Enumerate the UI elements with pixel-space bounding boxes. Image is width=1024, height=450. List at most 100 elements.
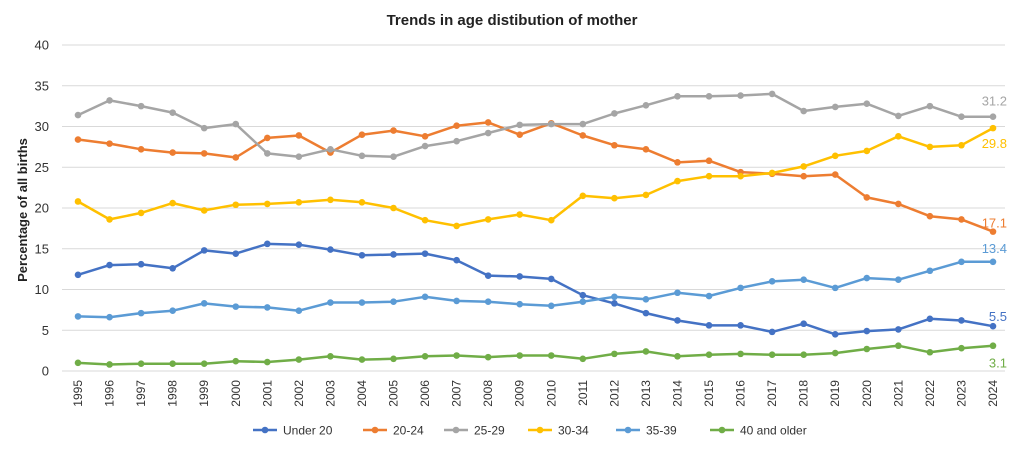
data-point (232, 357, 240, 365)
data-point (547, 275, 555, 283)
data-point (421, 216, 429, 224)
data-point (705, 157, 713, 165)
data-point (831, 103, 839, 111)
data-point (200, 247, 208, 254)
y-axis-label: Percentage of all births (15, 138, 30, 282)
end-value-label: 29.8 (982, 136, 1007, 151)
data-point (800, 320, 807, 328)
x-tick-label: 2007 (450, 380, 464, 407)
legend-item-under-20: Under 20 (253, 424, 333, 438)
data-point (895, 200, 902, 208)
data-point (547, 216, 555, 224)
data-point (200, 124, 208, 132)
data-point (264, 150, 271, 157)
data-point (737, 92, 744, 99)
data-point (169, 149, 176, 156)
x-tick-label: 1995 (71, 380, 85, 407)
data-point (831, 171, 839, 178)
data-point (579, 355, 587, 363)
x-tick-label: 2004 (355, 380, 369, 407)
data-point (169, 199, 176, 207)
data-point (232, 250, 240, 257)
data-point (926, 143, 934, 151)
data-point (295, 153, 303, 160)
data-point (831, 349, 839, 357)
data-point (547, 352, 555, 359)
x-tick-label: 2014 (670, 380, 684, 407)
data-point (232, 120, 240, 128)
data-point (642, 309, 650, 317)
data-point (295, 241, 303, 248)
data-point (800, 172, 807, 180)
legend-label: 20-24 (393, 424, 424, 438)
data-point (989, 342, 997, 350)
data-point (264, 304, 271, 311)
data-point (768, 278, 776, 285)
end-value-label: 31.2 (982, 94, 1007, 109)
legend: Under 20 20-24 25-29 30-34 35-39 40 and older (253, 424, 807, 438)
data-point (232, 201, 240, 209)
x-tick-label: 2011 (576, 380, 590, 406)
series-35-39 (74, 258, 997, 321)
data-point (106, 216, 113, 223)
data-point (358, 131, 366, 138)
data-point (863, 327, 871, 335)
data-point (926, 315, 934, 323)
data-point (453, 137, 460, 145)
data-point (421, 132, 429, 140)
data-point (611, 194, 618, 202)
data-point (642, 146, 650, 153)
data-point (989, 322, 997, 330)
data-point (137, 360, 145, 367)
data-point (768, 169, 776, 177)
legend-label: 25-29 (474, 424, 505, 438)
data-point (989, 228, 997, 235)
data-point (137, 309, 145, 317)
y-axis-ticks: 0 5 10 15 20 25 30 35 40 (35, 38, 49, 379)
data-point (327, 196, 334, 204)
data-point (137, 260, 145, 268)
data-point (421, 250, 429, 257)
data-point (137, 102, 145, 110)
data-point (232, 154, 240, 161)
data-point (106, 361, 113, 368)
data-point (390, 204, 397, 212)
x-tick-label: 2020 (860, 380, 874, 407)
data-point (421, 142, 429, 150)
chart-title: Trends in age distibution of mother (387, 12, 638, 29)
data-point (358, 299, 366, 306)
data-point (516, 211, 524, 218)
end-value-label: 13.4 (982, 241, 1007, 256)
x-tick-label: 2021 (891, 380, 905, 407)
end-labels: 5.5 17.1 31.2 29.8 13.4 3.1 (982, 94, 1007, 371)
data-point (642, 295, 650, 303)
data-point (863, 274, 871, 282)
data-point (264, 134, 271, 142)
data-point (390, 127, 397, 134)
data-point (895, 132, 902, 140)
data-point (327, 353, 334, 360)
data-point (547, 120, 555, 128)
end-value-label: 3.1 (989, 356, 1007, 371)
x-tick-label: 2012 (607, 380, 621, 407)
series-25-29 (74, 90, 997, 160)
data-point (358, 152, 366, 160)
legend-item-40-and-older: 40 and older (710, 424, 807, 438)
data-point (737, 350, 744, 358)
data-point (295, 356, 303, 363)
data-point (863, 194, 871, 201)
legend-label: 40 and older (740, 424, 807, 438)
data-point (958, 113, 965, 121)
data-point (579, 120, 587, 128)
data-point (800, 351, 807, 359)
data-point (800, 107, 807, 115)
data-point (800, 276, 807, 284)
data-point (137, 146, 145, 153)
legend-item-20-24: 20-24 (363, 424, 424, 438)
legend-swatch-marker (536, 426, 544, 434)
data-point (516, 131, 524, 138)
x-tick-label: 1998 (166, 380, 180, 407)
data-point (705, 93, 713, 100)
x-tick-label: 2003 (323, 380, 337, 407)
legend-label: 30-34 (558, 424, 589, 438)
